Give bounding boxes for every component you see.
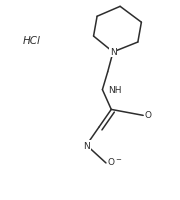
- Text: −: −: [116, 157, 122, 163]
- Text: O: O: [108, 158, 115, 167]
- Text: HCl: HCl: [22, 36, 40, 46]
- Text: NH: NH: [109, 86, 122, 95]
- Text: N: N: [110, 48, 116, 57]
- Text: O: O: [145, 110, 152, 119]
- Text: N: N: [83, 141, 90, 150]
